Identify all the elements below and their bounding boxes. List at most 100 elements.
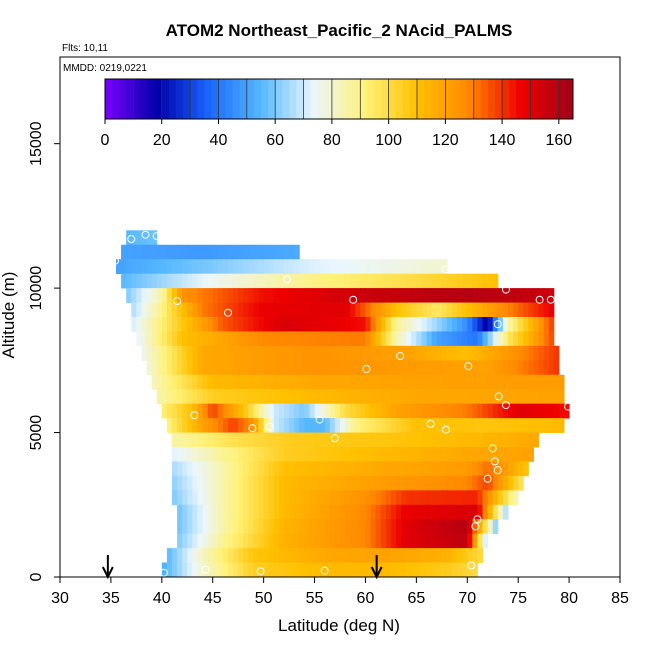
heatmap-cell <box>329 418 336 433</box>
heatmap-cell <box>222 389 229 405</box>
heatmap-cell <box>126 288 132 303</box>
heatmap-cell <box>258 302 265 318</box>
heatmap-cell <box>426 533 433 549</box>
colorbar-tick-label: 80 <box>323 132 341 149</box>
heatmap-cell <box>273 331 280 347</box>
heatmap-cell <box>548 360 555 376</box>
heatmap-cell <box>197 331 204 347</box>
heatmap-cell <box>182 374 188 390</box>
heatmap-cell <box>228 288 234 303</box>
heatmap-cell <box>263 475 270 491</box>
heatmap-cell <box>192 317 198 332</box>
heatmap-cell <box>314 504 321 520</box>
heatmap-cell <box>268 244 275 260</box>
flights-label: Flts: 10,11 <box>62 43 108 54</box>
heatmap-cell <box>558 389 565 405</box>
heatmap-cell <box>197 374 204 390</box>
heatmap-cell <box>299 259 305 275</box>
heatmap-cell <box>477 302 484 318</box>
colorbar-segment <box>509 79 517 119</box>
heatmap-cell <box>263 374 270 390</box>
heatmap-cell <box>304 504 310 520</box>
heatmap-cell <box>309 490 316 506</box>
heatmap-cell <box>472 447 478 462</box>
heatmap-cell <box>238 273 244 289</box>
heatmap-cell <box>457 432 463 448</box>
heatmap-cell <box>161 345 168 361</box>
heatmap-cell <box>518 360 524 376</box>
colorbar-segment <box>105 79 113 119</box>
heatmap-cell <box>187 331 193 347</box>
heatmap-cell <box>278 519 285 535</box>
heatmap-cell <box>151 273 158 289</box>
heatmap-cell <box>309 259 316 275</box>
heatmap-cell <box>228 244 234 260</box>
heatmap-cell <box>472 403 478 419</box>
heatmap-cell <box>446 548 453 563</box>
heatmap-cell <box>477 403 484 419</box>
heatmap-cell <box>258 548 265 563</box>
heatmap-cell <box>222 244 229 260</box>
heatmap-cell <box>329 331 336 347</box>
heatmap-cell <box>528 345 534 361</box>
heatmap-cell <box>426 331 433 347</box>
heatmap-cell <box>462 273 468 289</box>
heatmap-cell <box>212 302 219 318</box>
heatmap-cell <box>360 317 366 332</box>
heatmap-cell <box>207 490 214 506</box>
colorbar: 0 20 40 60 80 100 120 140 160 <box>101 78 574 149</box>
heatmap-cell <box>243 389 249 405</box>
heatmap-cell <box>289 259 295 275</box>
heatmap-cell <box>151 302 158 318</box>
heatmap-cell <box>289 317 295 332</box>
heatmap-cell <box>411 475 417 491</box>
heatmap-cell <box>385 490 392 506</box>
colorbar-segment <box>275 79 283 119</box>
heatmap-cell <box>380 374 387 390</box>
heatmap-cell <box>385 519 392 535</box>
heatmap-cell <box>375 504 382 520</box>
heatmap-cell <box>324 519 331 535</box>
heatmap-cell <box>467 389 473 405</box>
heatmap-cell <box>340 447 346 462</box>
heatmap-cell <box>146 273 153 289</box>
heatmap-cell <box>212 447 219 462</box>
heatmap-cell <box>217 302 224 318</box>
heatmap-cell <box>268 432 275 448</box>
heatmap-cell <box>462 461 468 477</box>
heatmap-cell <box>350 403 356 419</box>
heatmap-cell <box>126 273 132 289</box>
heatmap-cell <box>462 490 468 506</box>
heatmap-cell <box>426 389 433 405</box>
heatmap-cell <box>324 389 331 405</box>
sample-marker <box>362 365 371 373</box>
y-tick-label: 15000 <box>28 121 45 166</box>
heatmap-cell <box>314 288 321 303</box>
heatmap-cell <box>467 504 473 520</box>
heatmap-cell <box>207 403 214 419</box>
heatmap-cell <box>187 273 193 289</box>
heatmap-cell <box>314 447 321 462</box>
heatmap-cell <box>523 317 529 332</box>
sample-marker <box>248 424 257 433</box>
heatmap-cell <box>355 345 361 361</box>
heatmap-cell <box>487 403 494 419</box>
heatmap-cell <box>553 389 560 405</box>
heatmap-cell <box>421 360 428 376</box>
heatmap-cell <box>380 302 387 318</box>
colorbar-tick-label: 0 <box>101 132 110 149</box>
heatmap-cell <box>161 562 168 578</box>
heatmap-cell <box>390 418 397 433</box>
heatmap-cell <box>161 374 168 390</box>
heatmap-cell <box>202 389 209 405</box>
heatmap-cell <box>406 447 412 462</box>
heatmap-cell <box>396 533 402 549</box>
heatmap-cell <box>390 374 397 390</box>
heatmap-cell <box>253 562 260 578</box>
heatmap-cell <box>416 302 422 318</box>
heatmap-cell <box>365 418 372 433</box>
heatmap-cell <box>436 490 443 506</box>
heatmap-cell <box>482 475 489 491</box>
heatmap-cell <box>360 533 366 549</box>
heatmap-cell <box>502 490 509 506</box>
